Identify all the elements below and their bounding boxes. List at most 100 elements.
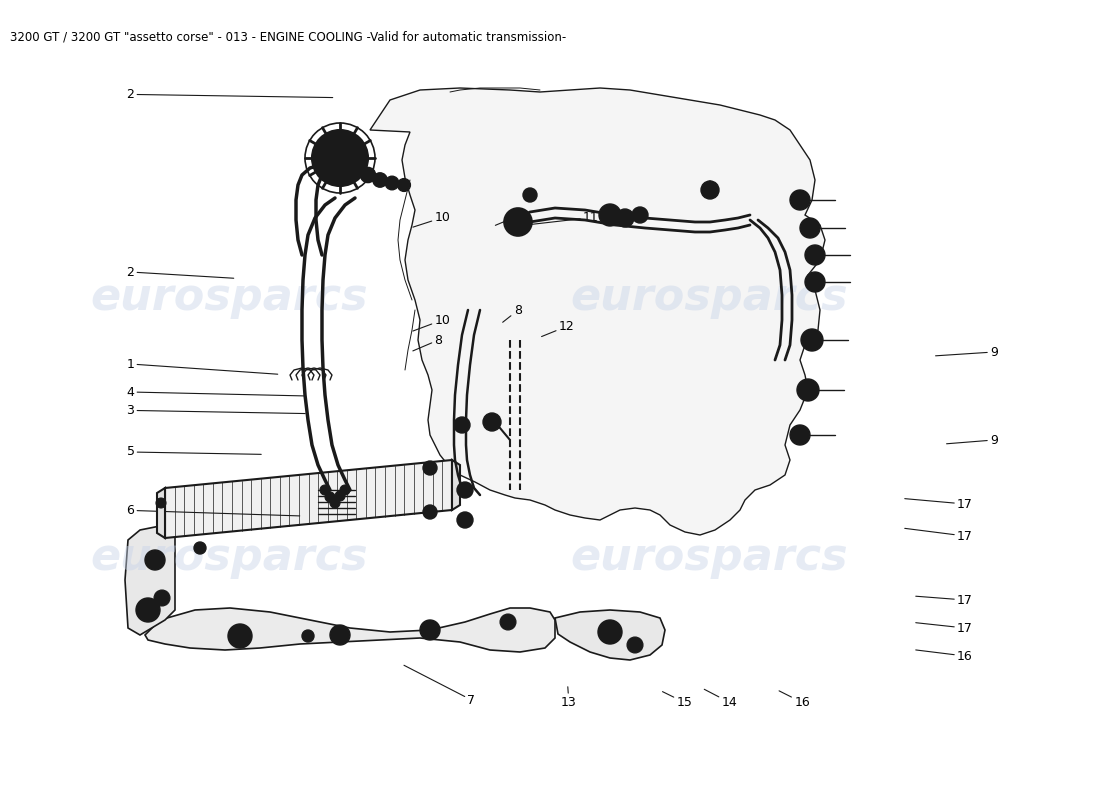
Circle shape	[340, 485, 350, 495]
Text: 9: 9	[936, 346, 998, 358]
Circle shape	[363, 170, 373, 180]
Circle shape	[805, 333, 820, 347]
Polygon shape	[452, 460, 460, 510]
Circle shape	[456, 512, 473, 528]
Polygon shape	[125, 525, 175, 635]
Circle shape	[156, 498, 166, 508]
Circle shape	[197, 545, 204, 551]
Text: 9: 9	[947, 434, 998, 446]
Circle shape	[320, 138, 360, 178]
Text: eurosparcs: eurosparcs	[90, 276, 367, 319]
Circle shape	[361, 167, 375, 182]
Circle shape	[800, 218, 820, 238]
Circle shape	[620, 213, 630, 223]
Circle shape	[522, 188, 537, 202]
Circle shape	[632, 207, 648, 223]
Circle shape	[794, 194, 806, 206]
Circle shape	[312, 130, 368, 186]
Circle shape	[305, 633, 311, 639]
Circle shape	[154, 590, 170, 606]
Circle shape	[420, 620, 440, 640]
Circle shape	[798, 379, 820, 401]
Circle shape	[385, 176, 399, 190]
Circle shape	[320, 485, 330, 495]
Text: 17: 17	[905, 528, 972, 542]
Circle shape	[376, 176, 384, 184]
Text: 1: 1	[126, 358, 277, 374]
Circle shape	[328, 146, 352, 170]
Text: 17: 17	[905, 498, 972, 510]
Text: 16: 16	[779, 691, 810, 709]
Text: 8: 8	[412, 334, 442, 351]
Polygon shape	[165, 460, 452, 538]
Text: 6: 6	[126, 504, 299, 517]
Circle shape	[324, 492, 336, 502]
Text: 10: 10	[412, 211, 450, 227]
Text: 3200 GT / 3200 GT "assetto corse" - 013 - ENGINE COOLING -Valid for automatic tr: 3200 GT / 3200 GT "assetto corse" - 013 …	[10, 30, 566, 43]
Polygon shape	[145, 608, 556, 652]
Circle shape	[804, 222, 816, 234]
Text: 16: 16	[916, 650, 972, 662]
Circle shape	[636, 211, 644, 219]
Circle shape	[397, 178, 410, 191]
Circle shape	[805, 245, 825, 265]
Circle shape	[454, 417, 470, 433]
Circle shape	[510, 214, 526, 230]
Text: 5: 5	[126, 446, 261, 458]
Text: 2: 2	[126, 266, 233, 278]
Circle shape	[461, 486, 469, 494]
Text: eurosparcs: eurosparcs	[570, 536, 848, 579]
Text: eurosparcs: eurosparcs	[90, 536, 367, 579]
Polygon shape	[556, 610, 666, 660]
Circle shape	[627, 637, 644, 653]
Circle shape	[483, 413, 500, 431]
Text: 17: 17	[916, 622, 972, 634]
Circle shape	[330, 498, 340, 508]
Circle shape	[228, 624, 252, 648]
Circle shape	[145, 550, 165, 570]
Circle shape	[458, 421, 466, 429]
Circle shape	[136, 598, 160, 622]
Circle shape	[400, 182, 407, 188]
Circle shape	[500, 614, 516, 630]
Circle shape	[794, 429, 806, 441]
Text: 17: 17	[916, 594, 972, 606]
Circle shape	[424, 461, 437, 475]
Text: 8: 8	[495, 210, 521, 226]
Text: 10: 10	[412, 314, 450, 331]
Circle shape	[330, 625, 350, 645]
Circle shape	[616, 209, 634, 227]
Text: 3: 3	[126, 404, 305, 417]
Text: 4: 4	[126, 386, 305, 398]
Text: 13: 13	[561, 686, 576, 709]
Circle shape	[427, 509, 433, 515]
Text: 8: 8	[503, 304, 521, 322]
Polygon shape	[157, 488, 165, 538]
Circle shape	[808, 249, 821, 261]
Text: 7: 7	[404, 666, 475, 706]
Circle shape	[600, 204, 621, 226]
Circle shape	[603, 208, 617, 222]
Circle shape	[790, 425, 810, 445]
Circle shape	[336, 491, 345, 501]
Circle shape	[427, 465, 433, 471]
Circle shape	[350, 163, 360, 173]
Text: 11: 11	[517, 211, 598, 226]
Circle shape	[388, 179, 396, 186]
Circle shape	[801, 383, 815, 397]
Circle shape	[701, 181, 719, 199]
Circle shape	[424, 505, 437, 519]
Circle shape	[790, 190, 810, 210]
Circle shape	[346, 160, 363, 176]
Text: 14: 14	[704, 690, 737, 709]
Circle shape	[302, 630, 313, 642]
Text: 2: 2	[126, 88, 332, 101]
Polygon shape	[370, 88, 825, 535]
Circle shape	[504, 208, 532, 236]
Circle shape	[808, 276, 821, 288]
Circle shape	[598, 620, 622, 644]
Circle shape	[194, 542, 206, 554]
Circle shape	[461, 516, 469, 524]
Text: 15: 15	[662, 692, 692, 709]
Circle shape	[805, 272, 825, 292]
